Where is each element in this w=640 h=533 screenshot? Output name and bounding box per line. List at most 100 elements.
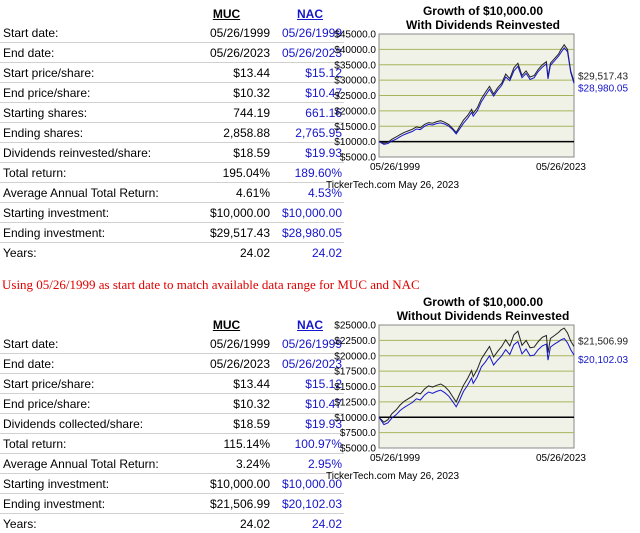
row-label: Dividends collected/share: bbox=[0, 414, 183, 434]
muc-value: 744.19 bbox=[183, 103, 278, 123]
y-tick-label: $15000.0 bbox=[334, 122, 376, 133]
muc-value: 24.02 bbox=[183, 243, 278, 263]
row-label: Ending shares: bbox=[0, 123, 183, 143]
muc-value: 115.14% bbox=[183, 434, 278, 454]
muc-value: $10,000.00 bbox=[183, 474, 278, 494]
muc-value: 05/26/2023 bbox=[183, 43, 278, 63]
muc-value: 2,858.88 bbox=[183, 123, 278, 143]
row-label: Average Annual Total Return: bbox=[0, 454, 183, 474]
y-tick-label: $25000.0 bbox=[334, 91, 376, 102]
y-tick-label: $20000.0 bbox=[334, 351, 376, 362]
row-label: End date: bbox=[0, 354, 183, 374]
row-label: Ending investment: bbox=[0, 223, 183, 243]
table-row: Dividends reinvested/share:$18.59$19.93 bbox=[0, 143, 344, 163]
muc-value: $29,517.43 bbox=[183, 223, 278, 243]
table-row: End price/share:$10.32$10.47 bbox=[0, 83, 344, 103]
row-label: Average Annual Total Return: bbox=[0, 183, 183, 203]
muc-value: $18.59 bbox=[183, 143, 278, 163]
row-label: Total return: bbox=[0, 163, 183, 183]
table-row: Ending investment:$29,517.43$28,980.05 bbox=[0, 223, 344, 243]
table-row: Average Annual Total Return:4.61%4.53% bbox=[0, 183, 344, 203]
x-end-label: 05/26/2023 bbox=[536, 453, 586, 464]
row-label: Starting shares: bbox=[0, 103, 183, 123]
chart-svg: $5000.0$7500.0$10000.0$12500.0$15000.0$1… bbox=[326, 294, 640, 484]
muc-value: 05/26/1999 bbox=[183, 23, 278, 43]
y-tick-label: $10000.0 bbox=[334, 413, 376, 424]
y-tick-label: $10000.0 bbox=[334, 137, 376, 148]
row-label: End price/share: bbox=[0, 394, 183, 414]
row-label: Years: bbox=[0, 243, 183, 263]
row-label: Start date: bbox=[0, 334, 183, 354]
muc-value: $10.32 bbox=[183, 394, 278, 414]
table-row: Total return:195.04%189.60% bbox=[0, 163, 344, 183]
y-tick-label: $45000.0 bbox=[334, 30, 376, 41]
column-header-muc[interactable]: MUC bbox=[183, 316, 278, 334]
x-end-label: 05/26/2023 bbox=[536, 162, 586, 173]
y-tick-label: $20000.0 bbox=[334, 106, 376, 117]
watermark: TickerTech.com May 26, 2023 bbox=[326, 471, 459, 482]
row-label: Years: bbox=[0, 514, 183, 533]
muc-value: 24.02 bbox=[183, 514, 278, 533]
nac-value: 24.02 bbox=[278, 514, 344, 533]
row-label: Start price/share: bbox=[0, 63, 183, 83]
row-label: Total return: bbox=[0, 434, 183, 454]
end-value-label-muc: $21,506.99 bbox=[578, 336, 628, 347]
growth-chart-with-dividends: Growth of $10,000.00 With Dividends Rein… bbox=[326, 3, 640, 193]
y-tick-label: $22500.0 bbox=[334, 336, 376, 347]
row-label: Start price/share: bbox=[0, 374, 183, 394]
y-tick-label: $7500.0 bbox=[340, 428, 377, 439]
y-tick-label: $12500.0 bbox=[334, 397, 376, 408]
end-value-label-nac: $28,980.05 bbox=[578, 83, 628, 94]
x-start-label: 05/26/1999 bbox=[370, 453, 420, 464]
watermark: TickerTech.com May 26, 2023 bbox=[326, 180, 459, 191]
y-tick-label: $30000.0 bbox=[334, 76, 376, 87]
muc-value: $18.59 bbox=[183, 414, 278, 434]
table-row: End price/share:$10.32$10.47 bbox=[0, 394, 344, 414]
muc-value: $10,000.00 bbox=[183, 203, 278, 223]
muc-value: 05/26/1999 bbox=[183, 334, 278, 354]
row-label: End price/share: bbox=[0, 83, 183, 103]
table-row: Dividends collected/share:$18.59$19.93 bbox=[0, 414, 344, 434]
date-range-note: Using 05/26/1999 as start date to match … bbox=[2, 277, 420, 293]
row-label: Start date: bbox=[0, 23, 183, 43]
nac-value: $10,000.00 bbox=[278, 203, 344, 223]
x-start-label: 05/26/1999 bbox=[370, 162, 420, 173]
table-row: Starting investment:$10,000.00$10,000.00 bbox=[0, 474, 344, 494]
y-tick-label: $40000.0 bbox=[334, 45, 376, 56]
row-label: Starting investment: bbox=[0, 474, 183, 494]
muc-value: 3.24% bbox=[183, 454, 278, 474]
chart-svg: $5000.0$10000.0$15000.0$20000.0$25000.0$… bbox=[326, 3, 640, 193]
row-label: Dividends reinvested/share: bbox=[0, 143, 183, 163]
growth-chart-without-dividends: Growth of $10,000.00 Without Dividends R… bbox=[326, 294, 640, 484]
nac-value: 24.02 bbox=[278, 243, 344, 263]
y-tick-label: $25000.0 bbox=[334, 321, 376, 332]
table-row: Start price/share:$13.44$15.12 bbox=[0, 374, 344, 394]
y-tick-label: $17500.0 bbox=[334, 367, 376, 378]
table-row: Total return:115.14%100.97% bbox=[0, 434, 344, 454]
y-tick-label: $15000.0 bbox=[334, 382, 376, 393]
table-row: Average Annual Total Return:3.24%2.95% bbox=[0, 454, 344, 474]
row-label: Starting investment: bbox=[0, 203, 183, 223]
muc-value: $10.32 bbox=[183, 83, 278, 103]
muc-value: 05/26/2023 bbox=[183, 354, 278, 374]
table-row: Start price/share:$13.44$15.12 bbox=[0, 63, 344, 83]
end-value-label-nac: $20,102.03 bbox=[578, 355, 628, 366]
y-tick-label: $35000.0 bbox=[334, 60, 376, 71]
end-value-label-muc: $29,517.43 bbox=[578, 72, 628, 83]
muc-value: $13.44 bbox=[183, 374, 278, 394]
muc-value: $13.44 bbox=[183, 63, 278, 83]
table-row: Starting investment:$10,000.00$10,000.00 bbox=[0, 203, 344, 223]
muc-value: 195.04% bbox=[183, 163, 278, 183]
muc-value: 4.61% bbox=[183, 183, 278, 203]
column-header-muc[interactable]: MUC bbox=[183, 5, 278, 23]
